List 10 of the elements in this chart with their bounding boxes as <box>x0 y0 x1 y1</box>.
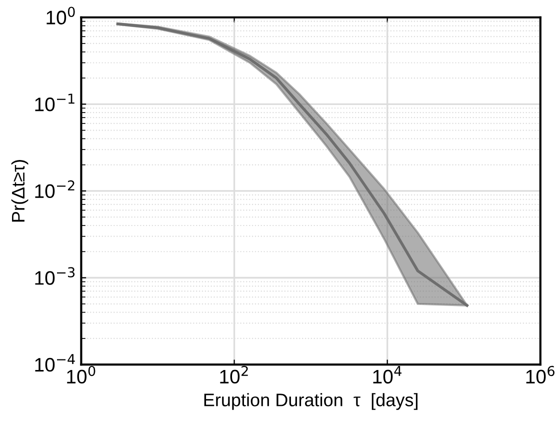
x-tick-label: 10$^{6}$ <box>526 366 554 384</box>
x-tick-label: 10$^{4}$ <box>373 366 402 384</box>
x-tick-label: 10$^{2}$ <box>220 366 248 384</box>
x-axis-title: Eruption Duration τ [days] <box>204 393 418 410</box>
y-axis-title: Pr(Δt≥τ) <box>11 160 28 222</box>
y-tick-label: 10$^{0}$ <box>46 6 75 24</box>
x-tick-label: 10$^{0}$ <box>67 366 96 384</box>
y-tick-label: 10$^{−1}$ <box>35 94 74 112</box>
y-tick-label: 10$^{−2}$ <box>35 180 74 198</box>
y-tick-label: 10$^{−3}$ <box>35 267 75 285</box>
